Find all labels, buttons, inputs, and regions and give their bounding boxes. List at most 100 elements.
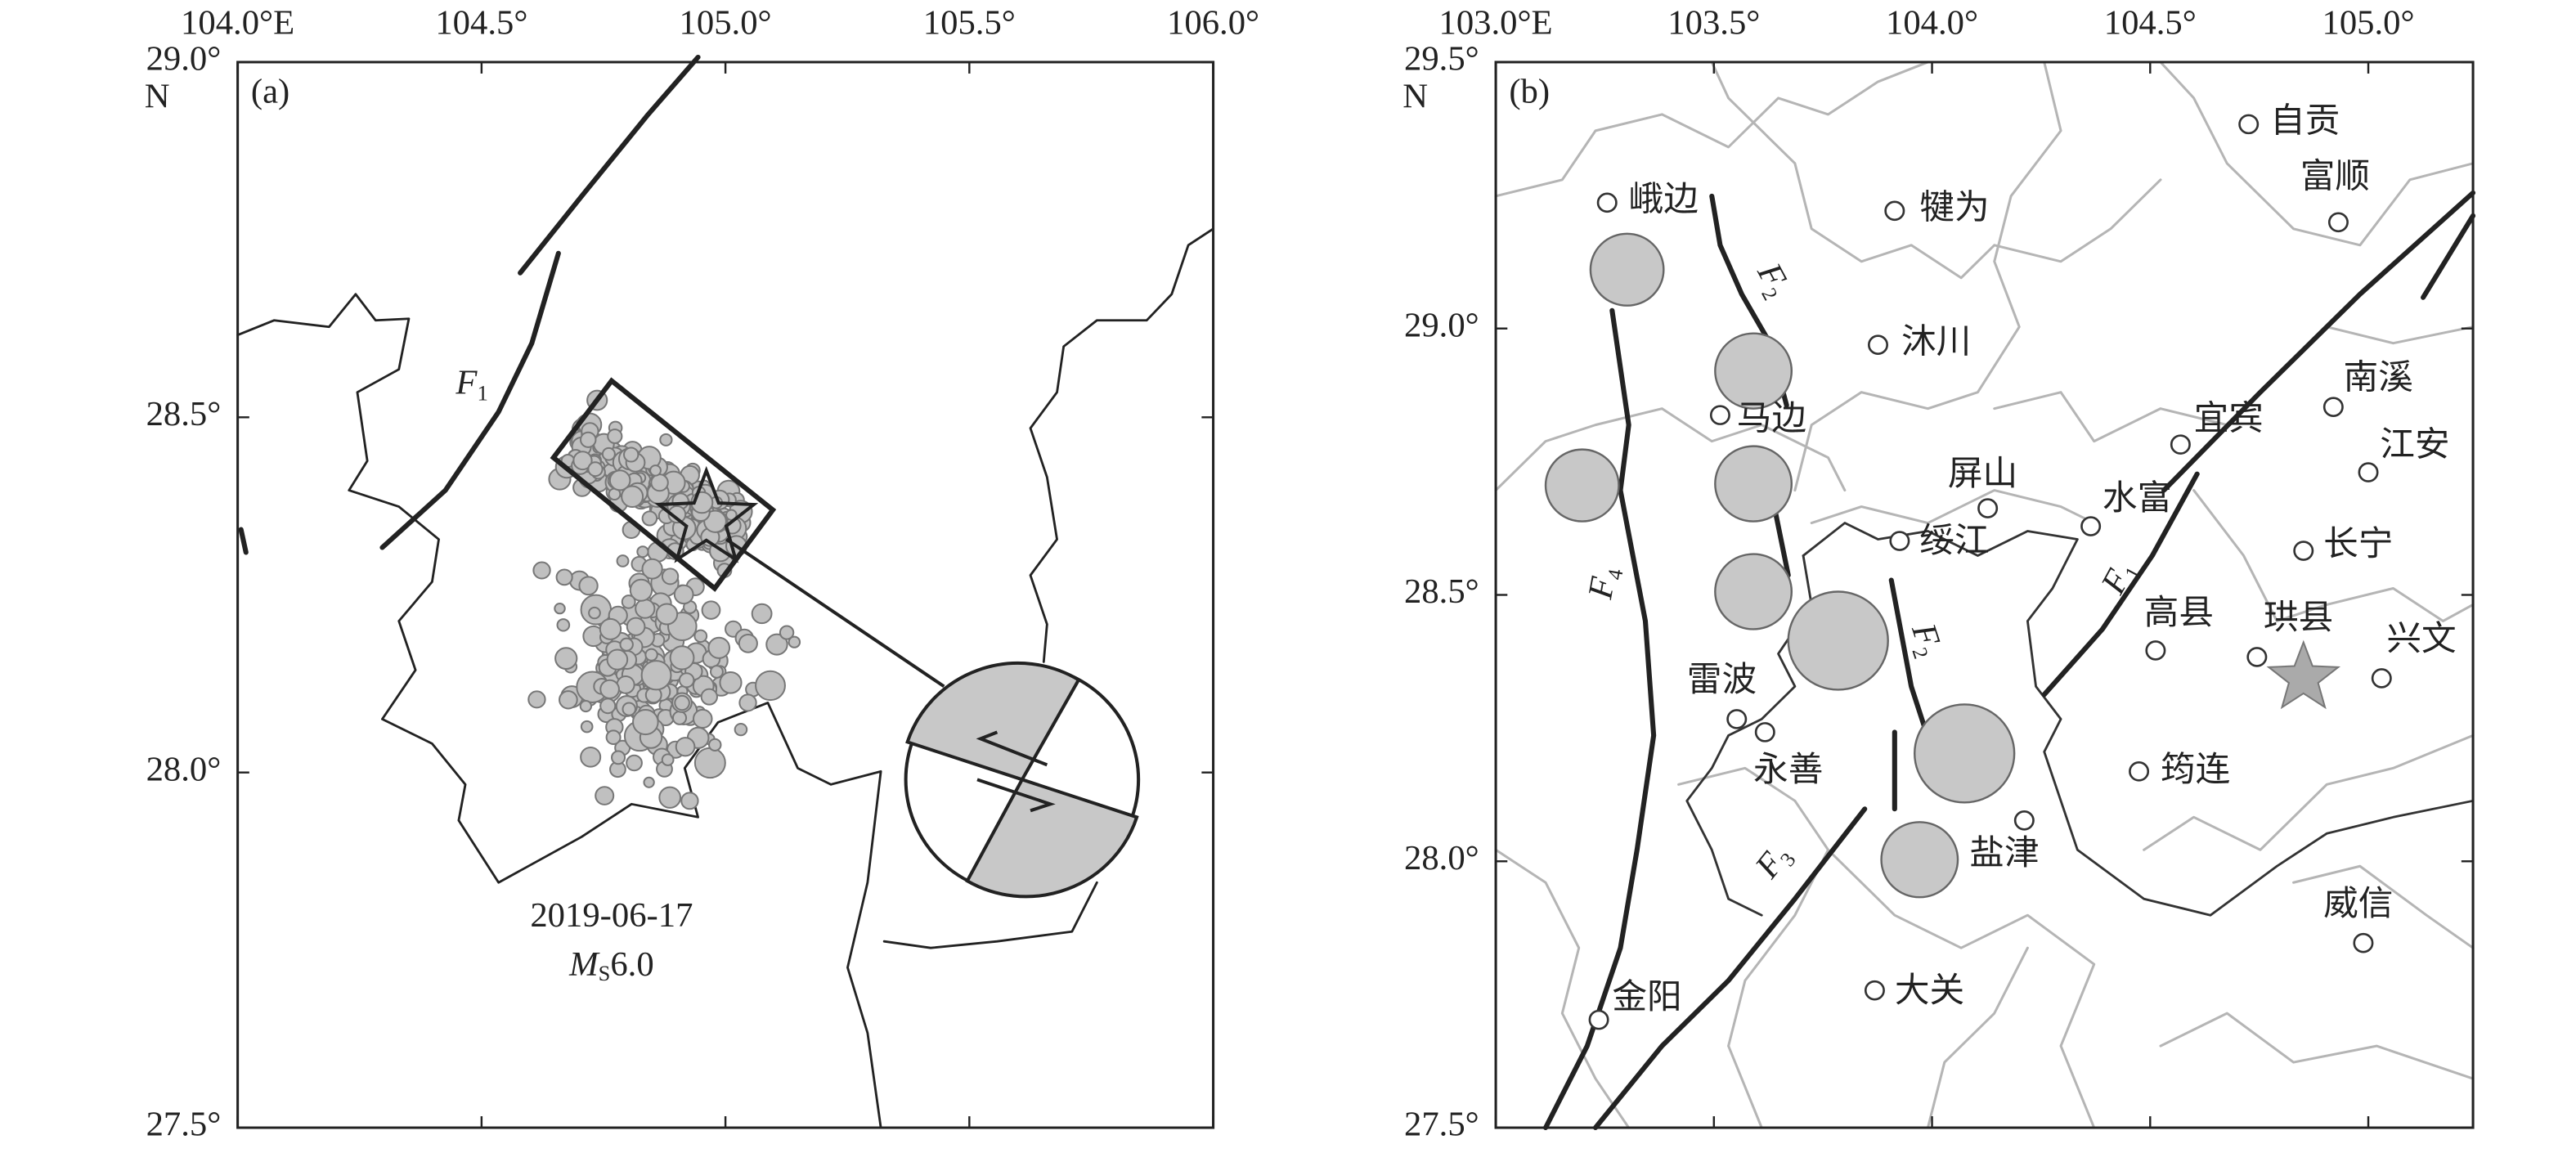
beachball-quadrant xyxy=(965,777,1139,899)
aftershock xyxy=(709,665,724,679)
fault xyxy=(518,54,701,276)
aftershock xyxy=(554,603,566,615)
aftershock xyxy=(658,786,682,809)
fault xyxy=(1772,507,1791,578)
aftershock xyxy=(556,618,571,632)
aftershock xyxy=(599,679,620,700)
city-marker xyxy=(1868,334,1888,355)
north-label: N xyxy=(1402,78,1428,116)
map-content: F1 2019-06-17 MS6.0 xyxy=(236,54,1215,1129)
aftershock xyxy=(678,672,695,689)
aftershock xyxy=(701,600,721,620)
aftershock xyxy=(532,561,551,580)
aftershock xyxy=(765,633,788,656)
city-marker xyxy=(1889,531,1910,551)
city-marker xyxy=(2371,668,2392,689)
city-label: 南溪 xyxy=(2344,359,2413,397)
fault-label: F2 xyxy=(1901,618,1950,662)
aftershock xyxy=(601,446,616,461)
aftershock xyxy=(606,648,629,671)
aftershock xyxy=(626,617,646,636)
historic-event xyxy=(1714,445,1793,523)
city-label: 宜宾 xyxy=(2194,400,2264,438)
x-tick-label: 106.0° xyxy=(1167,4,1259,43)
county-boundary xyxy=(1926,946,2029,1129)
figure-content: F1 2019-06-17 MS6.0 104.0°E 104.5° 105.0° 105.… xyxy=(145,4,2476,1144)
city-marker xyxy=(2145,640,2166,661)
city-label: 长宁 xyxy=(2323,525,2393,563)
aftershock xyxy=(693,629,708,644)
aftershock xyxy=(649,464,662,477)
city-label: 沐川 xyxy=(1901,323,1971,361)
aftershock xyxy=(636,545,649,559)
fault xyxy=(2421,213,2476,300)
historic-event xyxy=(1544,448,1620,523)
city-marker xyxy=(2353,932,2374,953)
y-tick-label: 27.5° xyxy=(1404,1106,1479,1144)
city-marker xyxy=(2238,114,2260,135)
aftershock xyxy=(621,594,636,609)
fault xyxy=(2041,471,2200,698)
city-label: 犍为 xyxy=(1919,189,1989,227)
aftershock xyxy=(693,747,726,779)
county-boundary xyxy=(2159,1012,2475,1080)
fault-label: F2 xyxy=(1747,256,1799,303)
city-marker xyxy=(1754,722,1775,743)
x-tick-label: 104.5° xyxy=(2104,4,2197,43)
event-date: 2019-06-17 xyxy=(530,896,693,935)
county-boundary xyxy=(1810,489,2096,525)
aftershock xyxy=(554,647,578,671)
city-marker xyxy=(1596,192,1618,213)
boundary xyxy=(1802,522,2475,917)
y-tick-label: 28.5° xyxy=(146,395,222,433)
fault-subscript: 1 xyxy=(478,381,488,406)
seismicity xyxy=(527,389,801,810)
aftershock xyxy=(675,737,696,757)
aftershock xyxy=(559,690,578,710)
aftershock xyxy=(555,568,573,586)
city-label: 马边 xyxy=(1737,400,1806,438)
aftershock xyxy=(680,792,699,810)
city-label: 峨边 xyxy=(1629,181,1699,219)
historic-event xyxy=(1787,590,1889,691)
aftershock xyxy=(644,648,658,662)
aftershock xyxy=(669,645,695,671)
city-marker xyxy=(1977,498,1999,518)
x-tick-label: 105.5° xyxy=(923,4,1016,43)
aftershock xyxy=(623,446,640,463)
aftershock xyxy=(659,433,673,446)
aftershock xyxy=(671,710,688,725)
aftershock xyxy=(751,603,773,625)
aftershock xyxy=(674,694,690,711)
city-label: 屏山 xyxy=(1948,455,2017,494)
aftershock xyxy=(667,505,687,524)
aftershock xyxy=(619,637,634,652)
boundary xyxy=(882,881,1098,949)
county-boundary xyxy=(1494,407,1847,492)
aftershock xyxy=(643,776,655,788)
city-label: 雷波 xyxy=(1687,661,1757,699)
magnitude-subscript: S xyxy=(599,962,611,985)
aftershock xyxy=(595,786,615,805)
panel-a: F1 2019-06-17 MS6.0 104.0°E 104.5° 105.0° 105.… xyxy=(145,4,1259,1144)
aftershock xyxy=(707,636,731,659)
y-tick-label: 27.5° xyxy=(146,1106,222,1144)
aftershock xyxy=(635,599,656,619)
aftershock xyxy=(608,469,631,491)
aftershock xyxy=(650,473,669,492)
epicenter xyxy=(2266,639,2341,710)
aftershock xyxy=(703,509,727,533)
aftershock xyxy=(605,729,622,745)
city-label: 兴文 xyxy=(2386,620,2456,658)
county-boundary xyxy=(2143,734,2475,851)
aftershock xyxy=(708,738,722,751)
y-tick-label: 29.5° xyxy=(1404,40,1479,79)
city-label: 威信 xyxy=(2323,885,2393,923)
aftershock xyxy=(599,698,617,715)
fault xyxy=(379,250,561,550)
city-label: 筠连 xyxy=(2161,751,2230,789)
city-marker xyxy=(1884,200,1905,222)
magnitude-value: 6.0 xyxy=(610,945,653,984)
